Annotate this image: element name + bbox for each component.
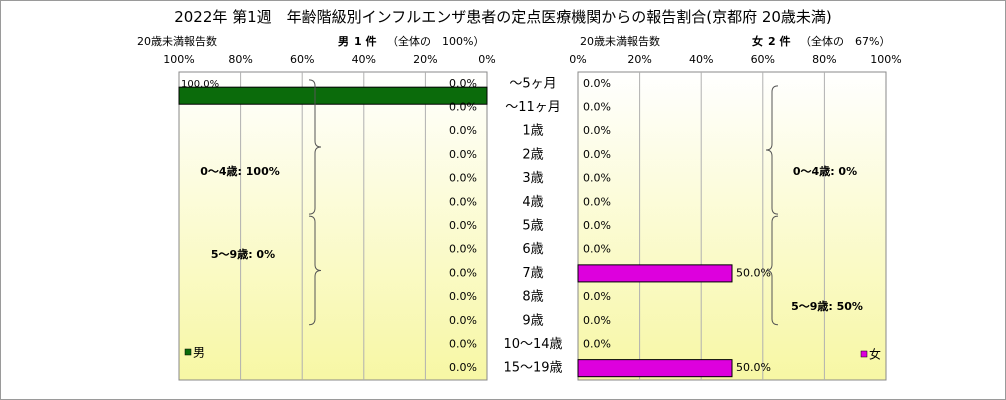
- male-x-tick-label: 40%: [352, 53, 376, 66]
- male-data-label: 100.0%: [181, 79, 219, 90]
- female-data-label: 0.0%: [583, 243, 611, 256]
- male-annotation-5-9: 5～9歳: 0%: [211, 247, 275, 261]
- male-data-label: 0.0%: [449, 219, 477, 232]
- category-label: ～5ヶ月: [509, 76, 556, 91]
- male-data-label: 0.0%: [449, 266, 477, 279]
- female-data-label: 0.0%: [583, 290, 611, 303]
- category-label: 10～14歳: [503, 337, 562, 352]
- female-bar: [577, 359, 733, 378]
- category-label: 15～19歳: [503, 361, 562, 376]
- male-legend-label: 男: [193, 346, 205, 360]
- male-count-caption: 20歳未満報告数: [137, 35, 217, 48]
- category-label: 8歳: [522, 290, 543, 305]
- female-x-tick-label: 100%: [870, 53, 901, 66]
- male-gender-label: 男: [338, 35, 349, 48]
- female-x-tick-label: 0%: [569, 53, 586, 66]
- male-plot-area: [178, 71, 488, 381]
- female-legend-swatch: [860, 350, 868, 358]
- female-x-tick-label: 40%: [689, 53, 713, 66]
- male-bar: [178, 86, 488, 105]
- male-data-label: 0.0%: [449, 148, 477, 161]
- female-share: （全体の 67%）: [800, 35, 891, 48]
- male-data-label: 0.0%: [449, 337, 477, 350]
- male-data-label: 0.0%: [449, 290, 477, 303]
- category-label: 7歳: [522, 266, 543, 281]
- male-data-label: 0.0%: [449, 243, 477, 256]
- category-label: 4歳: [522, 195, 543, 210]
- male-x-tick-label: 20%: [413, 53, 437, 66]
- male-x-tick-label: 0%: [478, 53, 495, 66]
- category-label: 5歳: [522, 219, 543, 234]
- male-bracket-0-4: [308, 79, 322, 215]
- category-label: 6歳: [522, 242, 543, 257]
- female-bar: [577, 264, 733, 283]
- female-annotation-5-9: 5～9歳: 50%: [791, 299, 863, 313]
- male-count: 1 件: [354, 35, 377, 48]
- female-data-label: 0.0%: [583, 101, 611, 114]
- male-data-label: 0.0%: [449, 77, 477, 90]
- male-data-label: 0.0%: [449, 124, 477, 137]
- male-bracket-5-9: [308, 215, 322, 326]
- male-x-tick-label: 80%: [228, 53, 252, 66]
- male-data-label: 0.0%: [449, 195, 477, 208]
- category-label: 1歳: [522, 124, 543, 139]
- category-label: 2歳: [522, 147, 543, 162]
- male-legend-swatch: [184, 348, 192, 356]
- female-data-label: 0.0%: [583, 172, 611, 185]
- male-data-label: 0.0%: [449, 172, 477, 185]
- female-data-label: 0.0%: [583, 148, 611, 161]
- female-bracket-5-9: [765, 215, 779, 326]
- category-label: 9歳: [522, 313, 543, 328]
- male-x-tick-label: 100%: [163, 53, 194, 66]
- female-x-tick-label: 20%: [627, 53, 651, 66]
- female-legend-label: 女: [869, 347, 881, 362]
- male-share: （全体の 100%）: [387, 35, 485, 48]
- chart-title: 2022年 第1週 年齢階級別インフルエンザ患者の定点医療機関からの報告割合(京…: [174, 8, 832, 26]
- female-x-tick-label: 80%: [812, 53, 836, 66]
- female-plot-area: [577, 71, 887, 381]
- female-data-label: 50.0%: [736, 266, 771, 279]
- female-data-label: 0.0%: [583, 195, 611, 208]
- female-count-caption: 20歳未満報告数: [580, 35, 660, 48]
- male-data-label: 0.0%: [449, 101, 477, 114]
- female-data-label: 50.0%: [736, 361, 771, 374]
- category-label: ～11ヶ月: [505, 100, 561, 115]
- female-data-label: 0.0%: [583, 124, 611, 137]
- female-x-tick-label: 60%: [751, 53, 775, 66]
- female-annotation-0-4: 0～4歳: 0%: [793, 164, 857, 178]
- female-count: 2 件: [768, 35, 791, 48]
- male-annotation-0-4: 0～4歳: 100%: [200, 164, 280, 178]
- female-data-label: 0.0%: [583, 77, 611, 90]
- female-bracket-0-4: [765, 85, 779, 215]
- female-gender-label: 女: [752, 35, 763, 48]
- male-data-label: 0.0%: [449, 361, 477, 374]
- category-label: 3歳: [522, 171, 543, 186]
- male-x-tick-label: 60%: [290, 53, 314, 66]
- female-data-label: 0.0%: [583, 314, 611, 327]
- female-data-label: 0.0%: [583, 337, 611, 350]
- female-data-label: 0.0%: [583, 219, 611, 232]
- male-data-label: 0.0%: [449, 314, 477, 327]
